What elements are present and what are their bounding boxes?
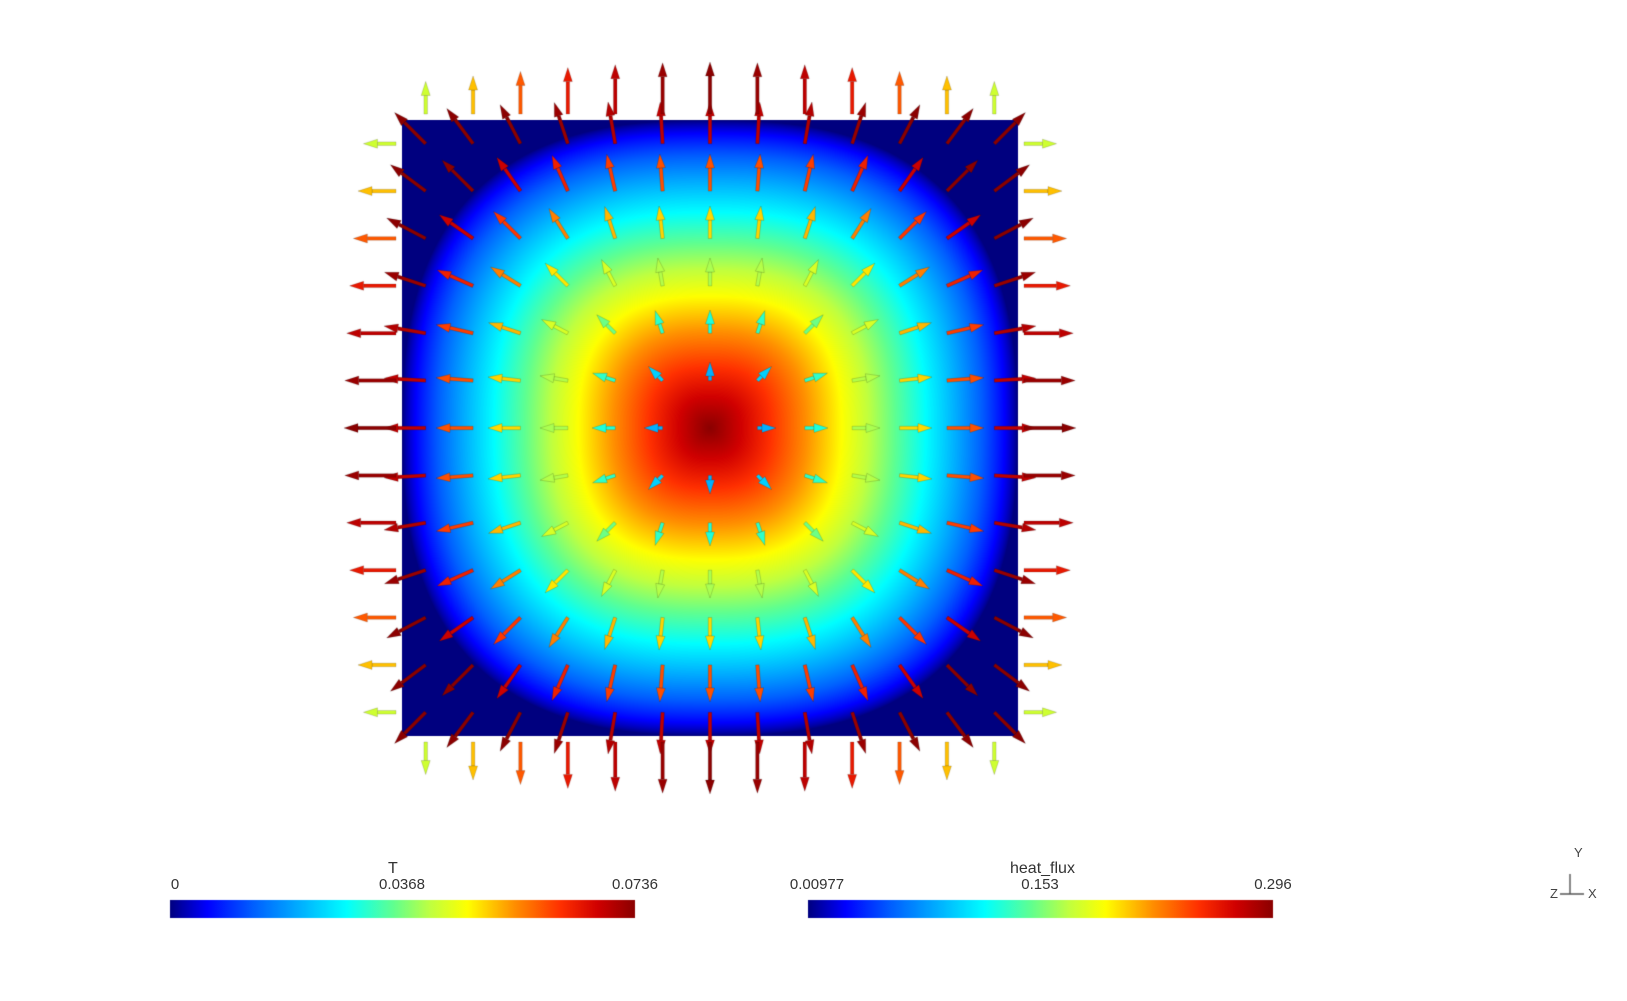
axis-z-label: Z xyxy=(1550,886,1558,901)
colorbar-T-tick-2: 0.0736 xyxy=(612,876,658,893)
plot-canvas xyxy=(0,0,1627,1001)
axis-y-label: Y xyxy=(1574,845,1583,860)
axis-x-label: X xyxy=(1588,886,1597,901)
colorbar-flux-tick-2: 0.296 xyxy=(1254,876,1292,893)
colorbar-T-tick-1: 0.0368 xyxy=(379,876,425,893)
colorbar-T-tick-0: 0 xyxy=(171,876,179,893)
colorbar-flux-tick-1: 0.153 xyxy=(1021,876,1059,893)
figure-root: T 0 0.0368 0.0736 heat_flux 0.00977 0.15… xyxy=(0,0,1627,1001)
colorbar-flux-tick-0: 0.00977 xyxy=(790,876,844,893)
